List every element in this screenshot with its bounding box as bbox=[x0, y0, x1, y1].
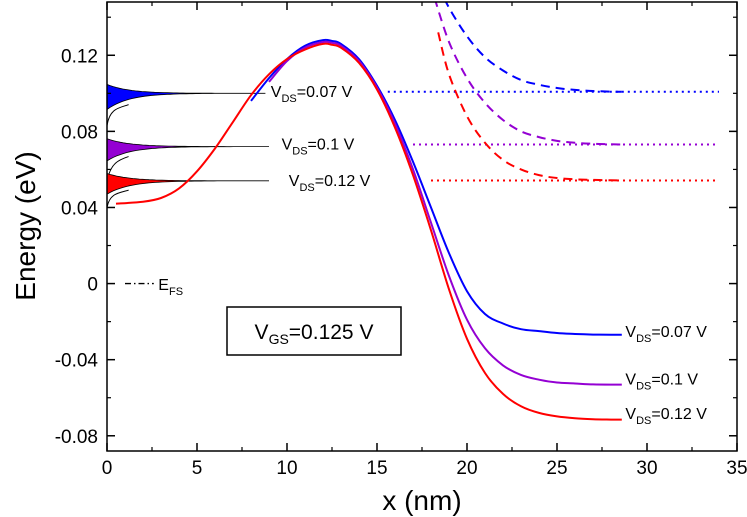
dashed-series-line-3 bbox=[444, 2, 622, 93]
y-tick-label: 0.12 bbox=[61, 46, 98, 67]
vds-label-left-0-rest: =0.07 V bbox=[297, 84, 353, 101]
vds-label-right-0: VDS=0.07 V bbox=[625, 324, 707, 345]
x-tick-label: 25 bbox=[546, 458, 567, 479]
vds-label-left-2: VDS=0.12 V bbox=[289, 173, 371, 194]
dashed-series-line-4 bbox=[434, 2, 622, 146]
vds-label-left-1-rest: =0.1 V bbox=[308, 137, 355, 154]
vds-label-left-1-main: V bbox=[282, 137, 293, 154]
vds-label-left-1-sub: DS bbox=[292, 146, 307, 158]
y-tick-label: -0.04 bbox=[55, 351, 99, 372]
x-axis-title: x (nm) bbox=[382, 485, 461, 516]
vds-label-right-2-rest: =0.12 V bbox=[651, 406, 707, 423]
x-tick-label: 0 bbox=[102, 458, 113, 479]
x-tick-label: 35 bbox=[726, 458, 747, 479]
series-line-1 bbox=[268, 40, 622, 386]
vgs-label: VGS=0.125 V bbox=[255, 321, 374, 347]
x-tick-label: 20 bbox=[456, 458, 477, 479]
vds-label-right-1-main: V bbox=[625, 372, 636, 389]
distribution-fill-0 bbox=[107, 83, 266, 110]
vds-label-right-2-main: V bbox=[625, 406, 636, 423]
vds-label-right-2-sub: DS bbox=[636, 415, 651, 427]
fermi-level-lines bbox=[387, 90, 719, 182]
vds-label-right-2: VDS=0.12 V bbox=[625, 406, 707, 427]
vds-label-right-1: VDS=0.1 V bbox=[625, 372, 698, 393]
vds-label-right-0-main: V bbox=[625, 324, 636, 341]
efs-legend-label: EFS bbox=[158, 277, 183, 298]
vgs-rest: =0.125 V bbox=[289, 321, 374, 344]
vds-label-right-0-sub: DS bbox=[636, 333, 651, 345]
vds-label-left-2-main: V bbox=[289, 173, 300, 190]
vds-label-right-1-rest: =0.1 V bbox=[651, 372, 698, 389]
electron-distributions bbox=[107, 83, 270, 208]
vds-label-left-2-sub: DS bbox=[299, 182, 314, 194]
vgs-main: V bbox=[255, 321, 269, 344]
series-line-2 bbox=[115, 42, 622, 421]
distribution-tail-2 bbox=[107, 189, 129, 208]
vds-label-left-0-sub: DS bbox=[281, 93, 296, 105]
vds-label-right-1-sub: DS bbox=[636, 381, 651, 393]
series-line-0 bbox=[250, 38, 622, 336]
vds-label-left-0-main: V bbox=[271, 84, 282, 101]
distribution-tail-0 bbox=[107, 104, 129, 126]
dashed-series-line-5 bbox=[437, 32, 622, 182]
vds-label-left-2-rest: =0.12 V bbox=[315, 173, 371, 190]
y-tick-label: 0.08 bbox=[61, 122, 98, 143]
x-tick-label: 5 bbox=[192, 458, 203, 479]
band-profile-lines bbox=[115, 2, 622, 421]
vds-label-right-0-rest: =0.07 V bbox=[651, 324, 707, 341]
efs-main: E bbox=[158, 277, 169, 294]
y-axis-title: Energy (eV) bbox=[10, 151, 41, 300]
vds-label-left-0: VDS=0.07 V bbox=[271, 84, 353, 105]
x-tick-label: 10 bbox=[276, 458, 297, 479]
y-tick-label: 0 bbox=[87, 275, 98, 296]
x-tick-label: 15 bbox=[366, 458, 387, 479]
y-tick-label: -0.08 bbox=[55, 427, 98, 448]
vgs-box bbox=[226, 306, 402, 356]
efs-sub: FS bbox=[169, 286, 183, 298]
y-tick-label: 0.04 bbox=[61, 198, 98, 219]
vgs-sub: GS bbox=[269, 331, 289, 347]
axis-ticks: 0 5 10 15 20 25 30 35 -0.08 -0.04 0 0.04 0.08 0.12 bbox=[55, 2, 747, 479]
distribution-fill-1 bbox=[107, 138, 269, 162]
x-tick-label: 30 bbox=[636, 458, 657, 479]
distribution-fill-2 bbox=[107, 173, 270, 195]
vds-label-left-1: VDS=0.1 V bbox=[282, 137, 355, 158]
